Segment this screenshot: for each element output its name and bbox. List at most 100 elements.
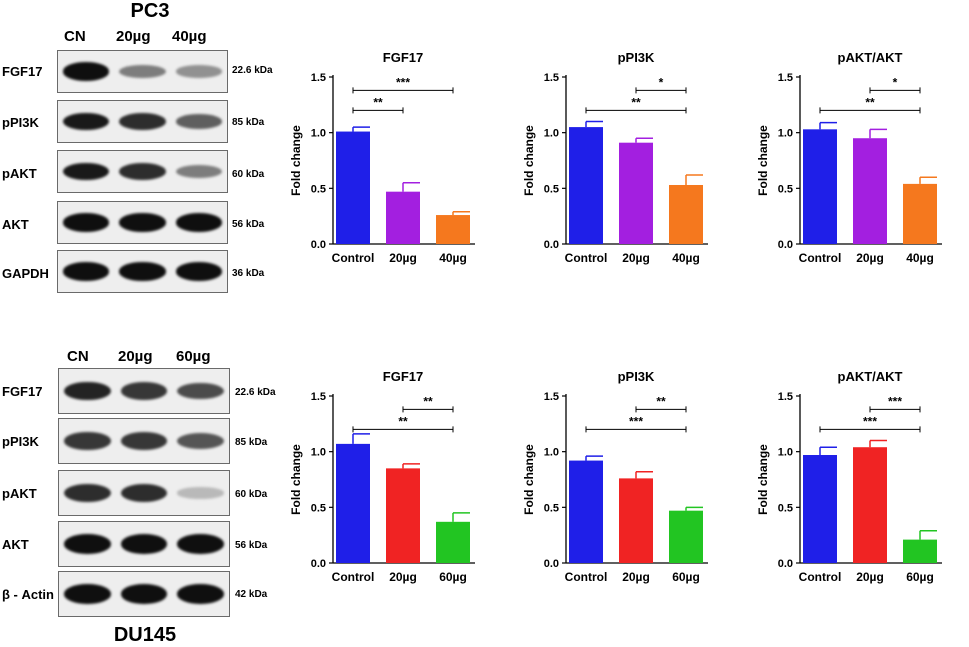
cell-line-title-pc3: PC3 — [130, 0, 170, 22]
blot-label-fgf17-du145: FGF17 — [2, 384, 43, 399]
bar — [436, 215, 470, 244]
significance-label: *** — [629, 414, 643, 428]
y-axis-label: Fold change — [756, 125, 770, 196]
lane-label-20ug: 20µg — [116, 28, 151, 45]
blot-image-actin-du145 — [58, 571, 230, 617]
x-tick-label: 40µg — [439, 251, 467, 265]
blot-band — [177, 487, 224, 499]
bar — [903, 183, 937, 244]
x-tick-label: 20µg — [622, 251, 650, 265]
blot-image-akt-du145 — [58, 521, 230, 567]
blot-image-akt — [57, 201, 228, 244]
chart-title: pAKT/AKT — [838, 369, 903, 384]
significance-label: * — [659, 75, 664, 89]
y-tick-label: 0.5 — [544, 502, 559, 514]
chart-title: pPI3K — [618, 369, 655, 384]
blot-label-gapdh: GAPDH — [2, 266, 49, 281]
y-tick-label: 0.5 — [778, 183, 793, 195]
blot-band — [175, 65, 222, 78]
bar — [903, 539, 937, 563]
blot-size-ppi3k-du145: 85 kDa — [235, 437, 268, 448]
blot-band — [177, 433, 224, 449]
blot-size-ppi3k: 85 kDa — [232, 117, 265, 128]
bar — [619, 142, 653, 244]
blot-band — [175, 164, 222, 179]
chart-du145-ppi3k: pPI3K Fold change 0.0 0.5 1.0 1.5 Control 20µg 6… — [522, 369, 708, 584]
chart-du145-pakt-akt: pAKT/AKT Fold change 0.0 0.5 1.0 1.5 Control 20… — [756, 369, 942, 584]
y-axis-label: Fold change — [522, 444, 536, 515]
y-tick-label: 1.0 — [311, 447, 326, 459]
blot-band — [63, 262, 110, 281]
blot-size-akt: 56 kDa — [232, 219, 265, 230]
lane-label-cn-du145: CN — [67, 348, 89, 365]
blot-label-akt: AKT — [2, 217, 29, 232]
chart-du145-fgf17: FGF17 Fold change 0.0 0.5 1.0 1.5 Control 20µg 6… — [289, 369, 475, 584]
blot-label-pakt-du145: pAKT — [2, 486, 37, 501]
blot-band — [63, 62, 110, 81]
y-tick-label: 0.0 — [311, 239, 326, 251]
significance-label: ** — [865, 95, 875, 109]
blot-image-gapdh — [57, 250, 228, 293]
bar — [569, 460, 603, 563]
bar — [803, 455, 837, 563]
bar — [386, 468, 420, 563]
x-tick-label: Control — [799, 570, 842, 584]
x-tick-label: 60µg — [439, 570, 467, 584]
significance-label: * — [893, 75, 898, 89]
x-tick-label: 20µg — [622, 570, 650, 584]
blot-band — [64, 432, 111, 450]
blot-band — [120, 484, 168, 502]
chart-pc3-ppi3k: pPI3K Fold change 0.0 0.5 1.0 1.5 Control 20µg 4… — [522, 50, 708, 265]
y-tick-label: 1.0 — [778, 447, 793, 459]
blot-band — [120, 534, 168, 554]
y-axis-label: Fold change — [756, 444, 770, 515]
y-tick-label: 0.5 — [311, 502, 326, 514]
chart-pc3-pakt-akt: pAKT/AKT Fold change 0.0 0.5 1.0 1.5 Control 20… — [756, 50, 942, 265]
bar — [569, 127, 603, 244]
lane-label-40ug: 40µg — [172, 28, 207, 45]
blot-band — [119, 213, 166, 232]
chart-title: pAKT/AKT — [838, 50, 903, 65]
chart-title: FGF17 — [383, 50, 423, 65]
blot-size-pakt-du145: 60 kDa — [235, 489, 268, 500]
blot-band — [64, 584, 111, 604]
blot-size-actin-du145: 42 kDa — [235, 589, 268, 600]
y-tick-label: 0.5 — [544, 183, 559, 195]
significance-label: *** — [396, 75, 410, 89]
significance-label: *** — [863, 414, 877, 428]
y-tick-label: 1.5 — [544, 391, 559, 403]
blot-band — [119, 262, 166, 281]
blot-band — [64, 484, 111, 502]
blot-band — [119, 113, 166, 130]
blot-label-fgf17: FGF17 — [2, 64, 43, 79]
blot-band — [177, 534, 224, 554]
blot-label-ppi3k: pPI3K — [2, 115, 39, 130]
y-tick-label: 1.5 — [311, 391, 326, 403]
y-tick-label: 0.0 — [778, 558, 793, 570]
significance-label: ** — [631, 95, 641, 109]
x-tick-label: Control — [565, 251, 608, 265]
bar — [619, 478, 653, 563]
y-tick-label: 0.0 — [544, 558, 559, 570]
bar — [853, 138, 887, 244]
blot-band — [64, 534, 111, 554]
x-tick-label: 60µg — [672, 570, 700, 584]
cell-line-title-du145: DU145 — [113, 624, 177, 646]
blot-label-pakt: pAKT — [2, 166, 37, 181]
blot-size-gapdh: 36 kDa — [232, 268, 265, 279]
blot-band — [120, 432, 168, 450]
chart-title: pPI3K — [618, 50, 655, 65]
significance-label: *** — [888, 394, 902, 408]
y-axis-label: Fold change — [289, 125, 303, 196]
blot-band — [119, 163, 166, 180]
bar — [436, 521, 470, 563]
blot-band — [63, 112, 110, 131]
chart-title: FGF17 — [383, 369, 423, 384]
bar — [803, 129, 837, 244]
blot-band — [175, 213, 222, 232]
y-tick-label: 1.5 — [544, 72, 559, 84]
bar — [386, 191, 420, 244]
blot-band — [64, 381, 111, 401]
y-tick-label: 1.0 — [544, 128, 559, 140]
y-axis-label: Fold change — [522, 125, 536, 196]
